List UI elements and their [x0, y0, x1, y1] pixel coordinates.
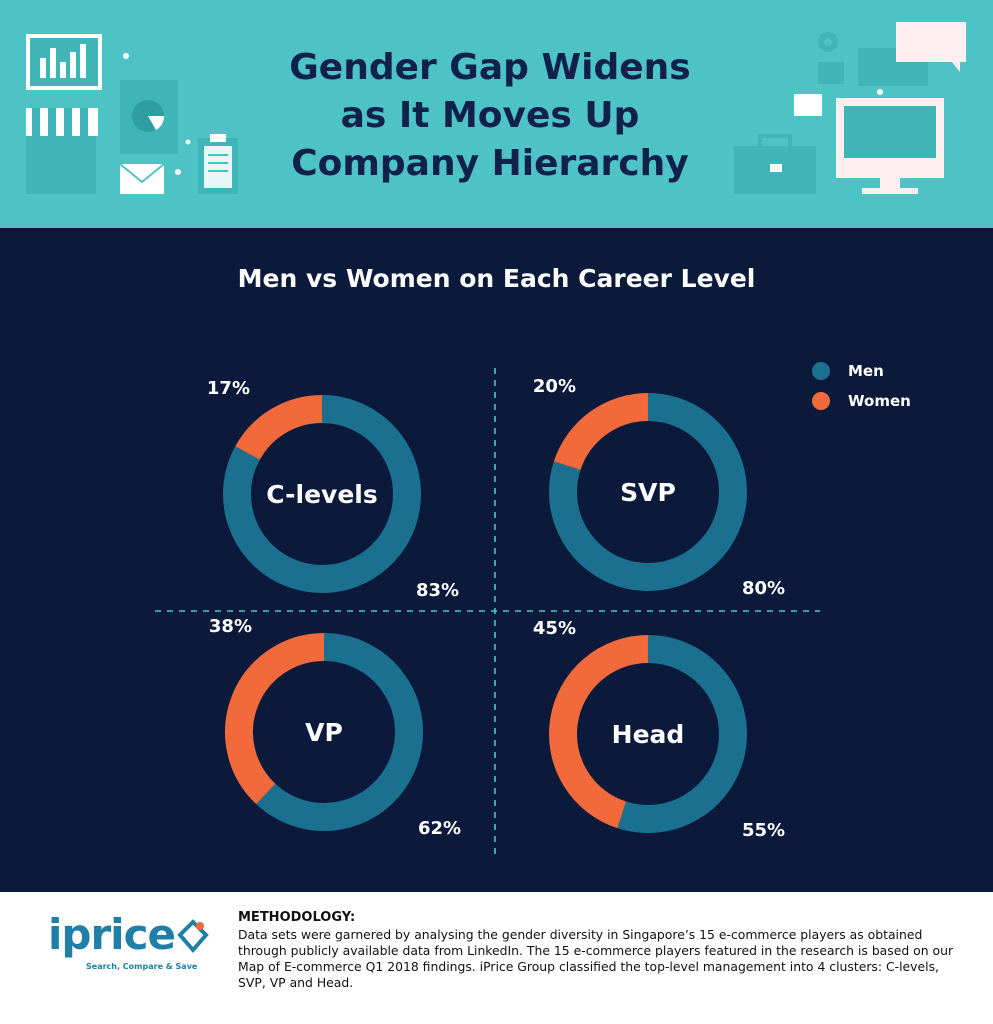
monitor-icon [836, 98, 944, 194]
ecommerce-illustration [26, 34, 238, 194]
men-percent-label: 80% [742, 578, 785, 599]
dot-icon [185, 139, 191, 145]
women-percent-label: 38% [209, 616, 252, 637]
donut-charts: C-levels 17% 83% SVP 20% 80% VP 38% 62% Head 45% 55… [155, 368, 820, 860]
donut-center-label: Head [612, 720, 685, 749]
iprice-logo: iprice Search, Compare & Save [48, 910, 218, 980]
women-percent-label: 17% [207, 378, 250, 399]
women-percent-label: 45% [533, 618, 576, 639]
methodology-title: METHODOLOGY: [238, 910, 356, 925]
logo-tagline: Search, Compare & Save [86, 962, 198, 971]
legend: Men Women [812, 356, 911, 416]
donut-center-label: SVP [620, 478, 676, 507]
slice-men [549, 393, 747, 591]
legend-label-women: Women [848, 392, 911, 410]
legend-label-men: Men [848, 362, 884, 380]
men-percent-label: 55% [742, 820, 785, 841]
office-illustration [734, 22, 966, 194]
slice-men [223, 395, 421, 593]
chat-bubble-icon [794, 22, 966, 116]
title-line: Gender Gap Widens [289, 47, 691, 88]
donut-head: Head 45% 55% [533, 618, 785, 841]
dot-icon [175, 169, 181, 175]
slice-women [549, 635, 649, 829]
shop-awning-icon [26, 108, 98, 194]
slice-women [553, 393, 649, 471]
legend-swatch-men [812, 362, 830, 380]
small-square-icon [818, 62, 844, 84]
chart-title: Men vs Women on Each Career Level [237, 264, 756, 293]
title-line: Company Hierarchy [291, 143, 689, 184]
gear-icon [818, 32, 838, 52]
legend-item-men: Men [812, 356, 911, 386]
men-percent-label: 83% [416, 580, 459, 601]
footer: iprice Search, Compare & Save METHODOLOG… [0, 892, 993, 1024]
page-title: Gender Gap Widens as It Moves Up Company… [230, 44, 750, 188]
donut-vp: VP 38% 62% [209, 616, 461, 839]
men-percent-label: 62% [418, 818, 461, 839]
dot-icon [123, 53, 129, 59]
header-banner: Gender Gap Widens as It Moves Up Company… [0, 0, 993, 228]
price-tag-icon [177, 919, 209, 954]
slice-men [617, 635, 747, 833]
envelope-icon [119, 163, 165, 194]
slice-men [256, 633, 423, 831]
pie-report-icon [120, 80, 178, 154]
clipboard-icon [198, 134, 238, 194]
donut-svp: SVP 20% 80% [533, 376, 785, 599]
title-line: as It Moves Up [340, 95, 640, 136]
bar-chart-board-icon [26, 34, 102, 90]
methodology: METHODOLOGY: Data sets were garnered by … [238, 910, 968, 991]
methodology-text: Data sets were garnered by analysing the… [238, 927, 954, 990]
legend-swatch-women [812, 392, 830, 410]
women-percent-label: 20% [533, 376, 576, 397]
logo-wordmark: iprice [48, 910, 176, 959]
legend-item-women: Women [812, 386, 911, 416]
chart-panel: Men vs Women on Each Career Level C-leve… [0, 228, 993, 892]
donut-center-label: C-levels [266, 480, 378, 509]
slice-women [235, 395, 323, 461]
slice-women [225, 633, 325, 805]
donut-center-label: VP [305, 718, 343, 747]
briefcase-icon [734, 134, 816, 194]
donut-c-levels: C-levels 17% 83% [207, 378, 459, 601]
dot-icon [877, 89, 883, 95]
